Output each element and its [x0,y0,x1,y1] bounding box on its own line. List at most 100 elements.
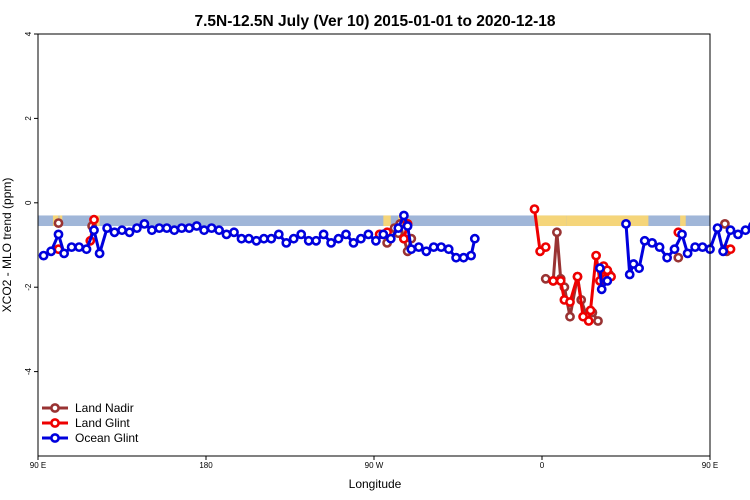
ocean-glint-point [229,227,239,238]
ocean-glint-point [273,229,284,240]
ocean-glint-point [436,242,447,252]
legend-swatch-marker [50,418,60,428]
legend-item-land-glint: Land Glint [42,416,130,430]
land-nadir-point [720,218,730,229]
ocean-glint-point [602,275,613,286]
ocean-glint-point [624,269,635,280]
ocean-glint-point [348,237,359,248]
ocean-glint-point [191,221,202,231]
ocean-glint-point [385,233,396,244]
land-glint-point [398,233,409,244]
ocean-glint-point [341,229,351,240]
x-tick-label: 90 W [365,461,384,470]
ocean-glint-point [161,223,172,233]
ocean-glint-point [355,233,366,244]
land-glint-point [540,242,551,252]
ocean-glint-point [669,244,680,255]
ocean-glint-point [89,225,99,236]
land-glint-point [585,305,596,316]
ocean-glint-point [311,235,321,246]
ocean-glint-point [596,284,607,295]
ocean-glint-point [214,225,224,236]
chart-title: 7.5N-12.5N July (Ver 10) 2015-01-01 to 2… [194,13,555,30]
land-glint-point [583,316,594,326]
ocean-glint-point [333,233,344,244]
ocean-glint-point [398,210,409,221]
legend-label: Land Nadir [75,401,134,415]
y-axis-label: XCO2 - MLO trend (ppm) [0,178,14,313]
legend-swatch-marker [50,403,60,413]
ocean-glint-point [184,223,195,233]
legend-item-land-nadir: Land Nadir [42,401,134,415]
ocean-glint-point [109,227,120,238]
ocean-glint-point [451,252,461,263]
y-axis: 4 2 0 -2 -4 [24,31,38,375]
ocean-glint-point [402,221,413,231]
ocean-glint-point [718,246,728,257]
x-tick-label: 180 [199,461,213,470]
ocean-glint-point [413,242,424,252]
land-glint-point [565,297,575,307]
land-glint-point [572,271,583,282]
ocean-glint-point [296,229,307,240]
ocean-glint-point [199,225,209,236]
ocean-glint-point [393,223,404,233]
ocean-glint-point [318,229,329,240]
x-axis-label: Longitude [349,477,402,491]
land-nadir-point [565,311,575,322]
land-glint-point [89,214,99,225]
ocean-glint-point [621,218,631,229]
ocean-glint-point [102,223,112,233]
y-tick-label: -4 [24,367,33,375]
ocean-glint-point [740,225,750,236]
ocean-glint-point [378,229,389,240]
ocean-glint-point [131,223,142,233]
ocean-glint-point [682,248,693,259]
ocean-glint-point [634,263,644,274]
legend-swatch-marker [50,433,60,443]
series-layer [38,204,750,326]
ocean-glint-point [288,233,299,244]
ocean-glint-point [81,244,92,255]
y-tick-label: -2 [24,283,33,291]
land-glint-point [555,275,566,286]
land-nadir-point [593,316,603,326]
ocean-glint-point [266,233,277,244]
y-tick-label: 4 [24,31,33,36]
ocean-glint-point [66,242,77,252]
x-axis: 90 E 180 90 W 0 90 E [30,456,718,470]
ocean-glint-point [647,237,657,248]
ocean-glint-point [733,229,743,240]
ocean-glint-point [154,223,165,233]
land-nadir-point [53,218,64,228]
ocean-glint-point [38,250,49,261]
legend-label: Land Glint [75,416,130,430]
ocean-glint-point [406,244,417,255]
land-glint-point [591,250,601,261]
land-band-segment [680,215,686,227]
x-tick-label: 90 E [702,461,718,470]
ocean-glint-point [251,235,262,246]
ocean-glint-point [117,225,127,236]
ocean-glint-point [662,252,672,263]
land-nadir-point [540,273,551,284]
land-band-segment [536,215,567,227]
legend-item-ocean-glint: Ocean Glint [42,431,139,445]
ocean-glint-point [595,263,605,274]
ocean-glint-point [94,248,105,259]
ocean-glint-point [53,229,64,240]
ocean-glint-point [243,233,254,244]
ocean-glint-point [712,223,723,233]
x-tick-label: 0 [540,461,545,470]
ocean-glint-point [443,244,454,255]
legend-label: Ocean Glint [75,431,139,445]
x-tick-label: 90 E [30,461,46,470]
ocean-glint-point [124,227,135,238]
ocean-glint-point [59,248,69,259]
ocean-glint-point [697,242,708,252]
ocean-glint-point [176,223,187,233]
ocean-glint-point [370,235,381,246]
ocean-glint-point [221,229,232,240]
land-nadir-point [552,227,562,238]
